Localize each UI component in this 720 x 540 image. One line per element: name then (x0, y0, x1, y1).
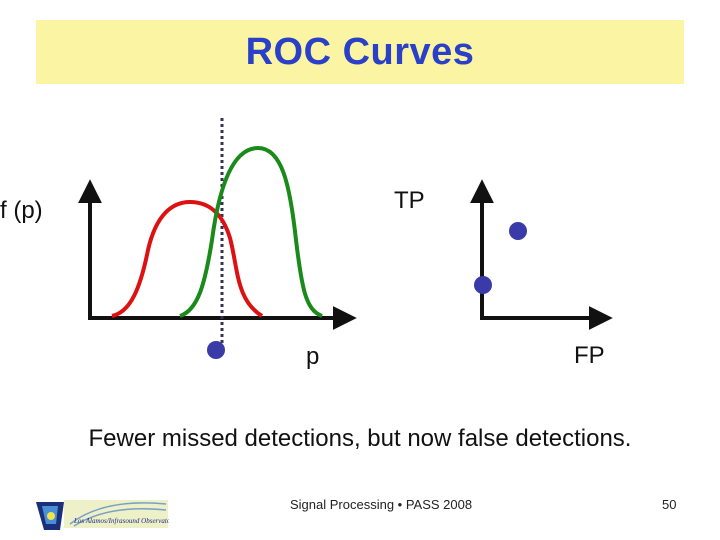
slide-title: ROC Curves (245, 30, 475, 73)
title-band: ROC Curves (36, 20, 684, 84)
footer-text: Signal Processing • PASS 2008 (290, 497, 473, 512)
svg-text:Los Alamos/Infrasound Observat: Los Alamos/Infrasound Observatories (73, 517, 169, 525)
roc-point-lower (474, 276, 492, 294)
tp-label: TP (394, 187, 425, 214)
threshold-marker (207, 341, 225, 359)
signal-distribution-curve (179, 145, 323, 318)
slide-caption: Fewer missed detections, but now false d… (88, 425, 632, 452)
roc-point-upper (509, 222, 527, 240)
fp-label: FP (574, 342, 605, 369)
y-axis-label: f (p) (0, 197, 43, 224)
noise-distribution-curve (111, 199, 264, 318)
observatory-logo-icon: Los Alamos/Infrasound Observatories (36, 500, 169, 530)
x-axis-label: p (306, 343, 320, 370)
page-number: 50 (662, 497, 677, 512)
